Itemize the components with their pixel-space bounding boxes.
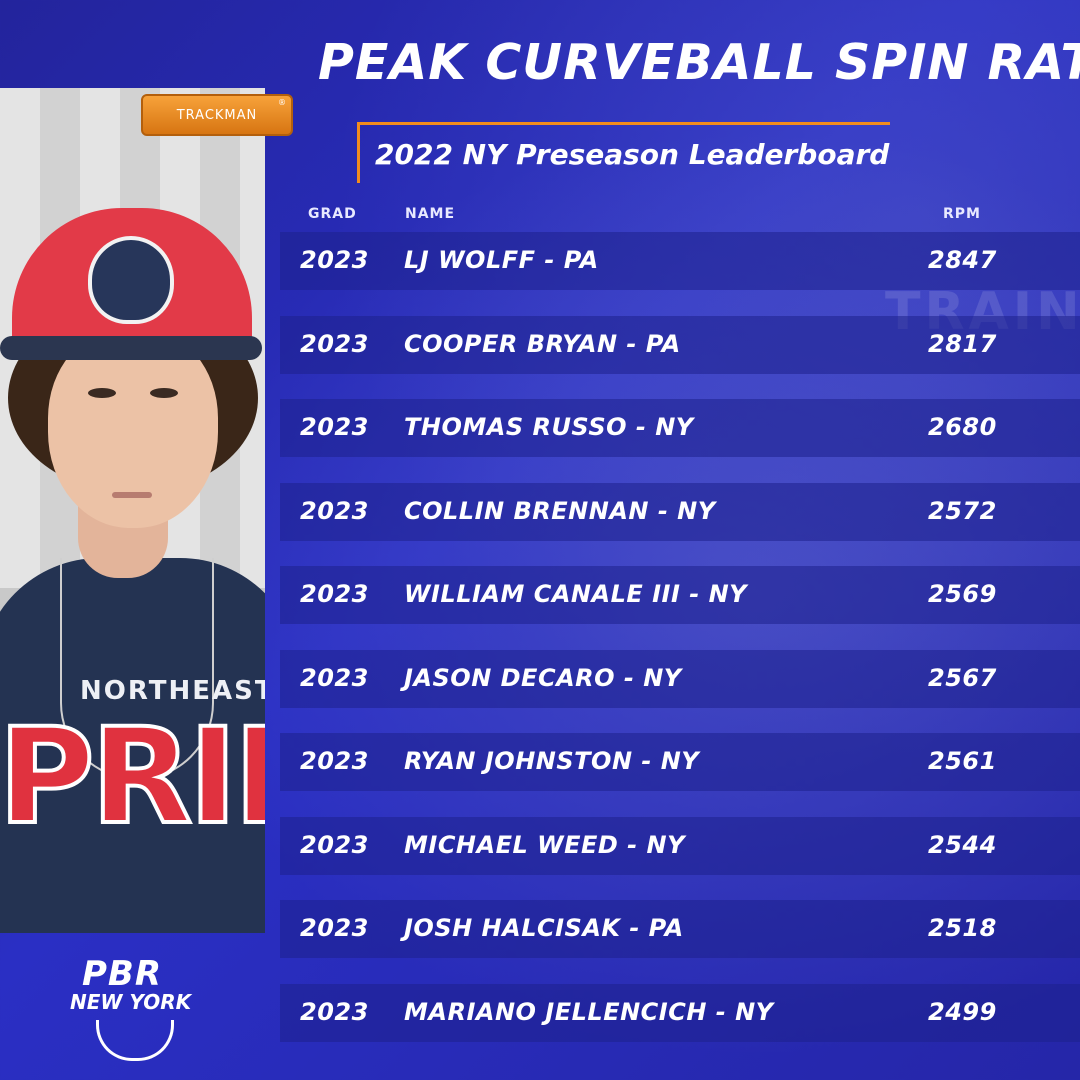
name-cell: COOPER BRYAN - PA (404, 329, 681, 358)
shirt-text-northeast: NORTHEAST (80, 676, 265, 706)
pbr-logo-region: NEW YORK (70, 990, 192, 1014)
grad-cell: 2023 (300, 329, 369, 358)
rpm-cell: 2499 (928, 997, 997, 1026)
table-row: 2023 MICHAEL WEED - NY 2544 (280, 816, 1080, 875)
grad-cell: 2023 (300, 747, 369, 775)
table-row: 2023 LJ WOLFF - PA 2847 (280, 232, 1080, 290)
lion-logo-icon (88, 236, 174, 324)
name-cell: MICHAEL WEED - NY (404, 830, 685, 859)
grad-cell: 2023 (300, 580, 369, 608)
necklace-chain (60, 558, 214, 780)
table-row: 2023 THOMAS RUSSO - NY 2680 (280, 399, 1080, 457)
table-row: 2023 JASON DECARO - NY 2567 (280, 649, 1080, 708)
page-title: PEAK CURVEBALL SPIN RATE (318, 34, 1080, 91)
grad-cell: 2023 (300, 496, 369, 525)
subtitle-frame (357, 122, 890, 183)
grad-cell: 2023 (300, 914, 369, 942)
name-cell: COLLIN BRENNAN - NY (404, 496, 716, 525)
table-row: 2023 MARIANO JELLENCICH - NY 2499 (280, 983, 1080, 1042)
rpm-cell: 2680 (928, 413, 997, 441)
rpm-cell: 2544 (928, 830, 997, 859)
rpm-cell: 2518 (928, 914, 997, 942)
table-row: 2023 JOSH HALCISAK - PA 2518 (280, 900, 1080, 958)
name-cell: LJ WOLFF - PA (404, 246, 599, 274)
name-cell: WILLIAM CANALE III - NY (404, 580, 748, 608)
pbr-logo-text: PBR (82, 954, 163, 994)
shirt-text-pride: PRIDE (0, 698, 265, 856)
column-header-rpm: RPM (943, 206, 981, 222)
grad-cell: 2023 (300, 663, 369, 692)
pbr-new-york-logo: PBR NEW YORK (68, 950, 198, 1065)
name-cell: MARIANO JELLENCICH - NY (404, 997, 774, 1026)
player-mouth (112, 492, 152, 498)
leaderboard-table: 2023 LJ WOLFF - PA 2847 2023 COOPER BRYA… (280, 232, 1080, 1067)
registered-mark: ® (278, 98, 287, 107)
name-cell: RYAN JOHNSTON - NY (404, 747, 700, 775)
column-header-name: NAME (405, 206, 456, 222)
rpm-cell: 2569 (928, 580, 997, 608)
table-row: 2023 COLLIN BRENNAN - NY 2572 (280, 482, 1080, 541)
rpm-cell: 2817 (928, 329, 997, 358)
name-cell: JOSH HALCISAK - PA (404, 914, 684, 942)
column-header-grad: GRAD (308, 206, 357, 222)
name-cell: THOMAS RUSSO - NY (404, 413, 694, 441)
table-row: 2023 RYAN JOHNSTON - NY 2561 (280, 733, 1080, 791)
trackman-logo: TRACKMAN ® (141, 94, 293, 136)
rpm-cell: 2847 (928, 246, 997, 274)
rpm-cell: 2561 (928, 747, 997, 775)
name-cell: JASON DECARO - NY (404, 663, 682, 692)
player-eye-left (88, 388, 116, 398)
table-row: 2023 WILLIAM CANALE III - NY 2569 (280, 566, 1080, 624)
grad-cell: 2023 (300, 413, 369, 441)
table-row: 2023 COOPER BRYAN - PA 2817 (280, 315, 1080, 374)
player-eye-right (150, 388, 178, 398)
player-cap-brim (0, 336, 262, 360)
shield-icon (96, 1020, 174, 1061)
grad-cell: 2023 (300, 997, 369, 1026)
player-photo: NORTHEAST PRIDE (0, 88, 265, 933)
page-subtitle: 2022 NY Preseason Leaderboard (375, 138, 890, 171)
rpm-cell: 2567 (928, 663, 997, 692)
trackman-label: TRACKMAN (176, 107, 258, 123)
grad-cell: 2023 (300, 246, 369, 274)
grad-cell: 2023 (300, 830, 369, 859)
rpm-cell: 2572 (928, 496, 997, 525)
